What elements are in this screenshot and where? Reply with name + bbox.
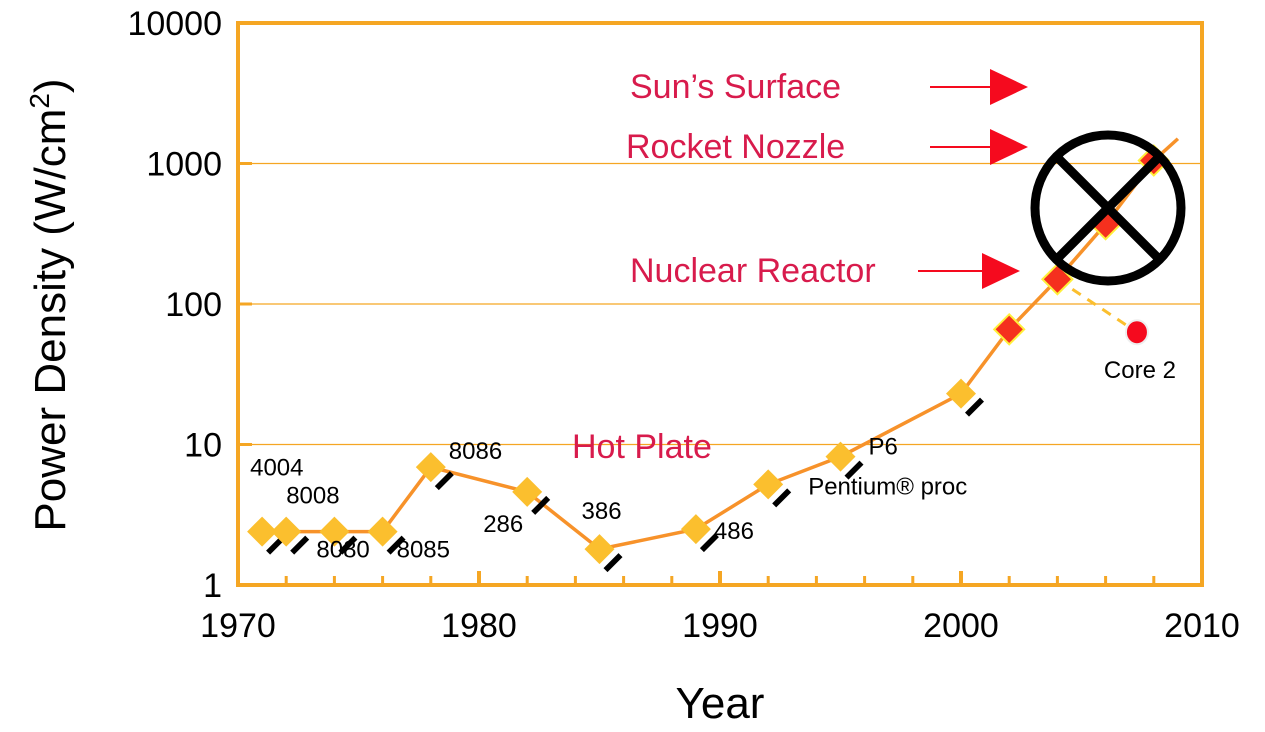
- core2-point: [1124, 319, 1149, 346]
- data-point: [367, 516, 398, 547]
- data-point: [992, 312, 1026, 346]
- diamond-shadow: [531, 495, 551, 515]
- diamond-shadow: [603, 553, 623, 573]
- diamond-shadow: [699, 533, 719, 553]
- point-label: 4004: [250, 455, 303, 482]
- point-label: Pentium® proc: [808, 473, 967, 500]
- arrow-head: [990, 129, 1028, 165]
- x-tick-label: 1980: [441, 607, 517, 645]
- y-tick-label: 1: [203, 567, 222, 605]
- data-point: [825, 441, 856, 472]
- point-label: 8080: [316, 537, 369, 564]
- core2-label: Core 2: [1104, 357, 1176, 384]
- diamond-shadow: [290, 535, 310, 555]
- x-tick-label: 1990: [682, 607, 758, 645]
- y-tick-label: 1000: [146, 146, 222, 184]
- annotation-label: Rocket Nozzle: [626, 128, 845, 166]
- point-label: 8008: [286, 483, 339, 510]
- y-tick-label: 10000: [127, 5, 222, 43]
- diamond-shadow: [965, 397, 984, 417]
- y-tick-label: 100: [165, 286, 222, 324]
- core2-dashed-line: [1056, 278, 1138, 334]
- point-label: P6: [869, 434, 898, 461]
- annotations: Sun’s Surface Rocket Nozzle Nuclear Reacto…: [572, 68, 1186, 466]
- axes: [236, 21, 1204, 587]
- annotation-label: Sun’s Surface: [630, 68, 841, 106]
- point-label: 486: [714, 518, 754, 545]
- point-label: 8085: [397, 537, 450, 564]
- diamond-shadow: [844, 460, 864, 480]
- y-axis-label: Power Density (W/cm2): [24, 78, 75, 531]
- diamond-shadow: [434, 471, 454, 491]
- trend-line: [262, 137, 1180, 552]
- data-point: [680, 514, 711, 545]
- arrow-head: [990, 69, 1028, 105]
- data-point: [415, 452, 446, 483]
- point-label: 286: [483, 511, 523, 538]
- diamond-shadow: [772, 488, 792, 508]
- data-point: [319, 516, 350, 547]
- gridlines: [238, 162, 1202, 446]
- annotation-label: Hot Plate: [572, 428, 712, 466]
- x-tick-label: 2000: [923, 607, 999, 645]
- x-tick-label: 1970: [200, 607, 276, 645]
- diamond-shadow: [386, 535, 406, 555]
- data-point: [946, 378, 976, 409]
- x-axis-label: Year: [676, 679, 765, 728]
- point-label: 386: [582, 498, 622, 525]
- y-tick-label: 10: [184, 427, 222, 465]
- data-point: [247, 516, 278, 547]
- annotation-label: Nuclear Reactor: [630, 252, 876, 290]
- tick-labels: 1970 1980 1990 2000 2010 1 10 100 1000 10000: [127, 5, 1239, 645]
- arrow-head: [982, 253, 1020, 289]
- data-point: [271, 516, 302, 547]
- data-point: [512, 476, 543, 507]
- data-point: [753, 469, 784, 500]
- data-point: [584, 534, 615, 565]
- crossed-circle-icon: [1030, 130, 1186, 286]
- x-tick-label: 2010: [1164, 607, 1240, 645]
- cross-line: [1053, 153, 1163, 263]
- diamond-shadow: [338, 535, 358, 555]
- point-label: 8086: [449, 438, 502, 465]
